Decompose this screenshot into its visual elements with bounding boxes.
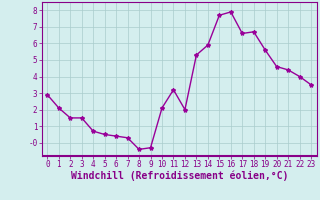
X-axis label: Windchill (Refroidissement éolien,°C): Windchill (Refroidissement éolien,°C) <box>70 171 288 181</box>
